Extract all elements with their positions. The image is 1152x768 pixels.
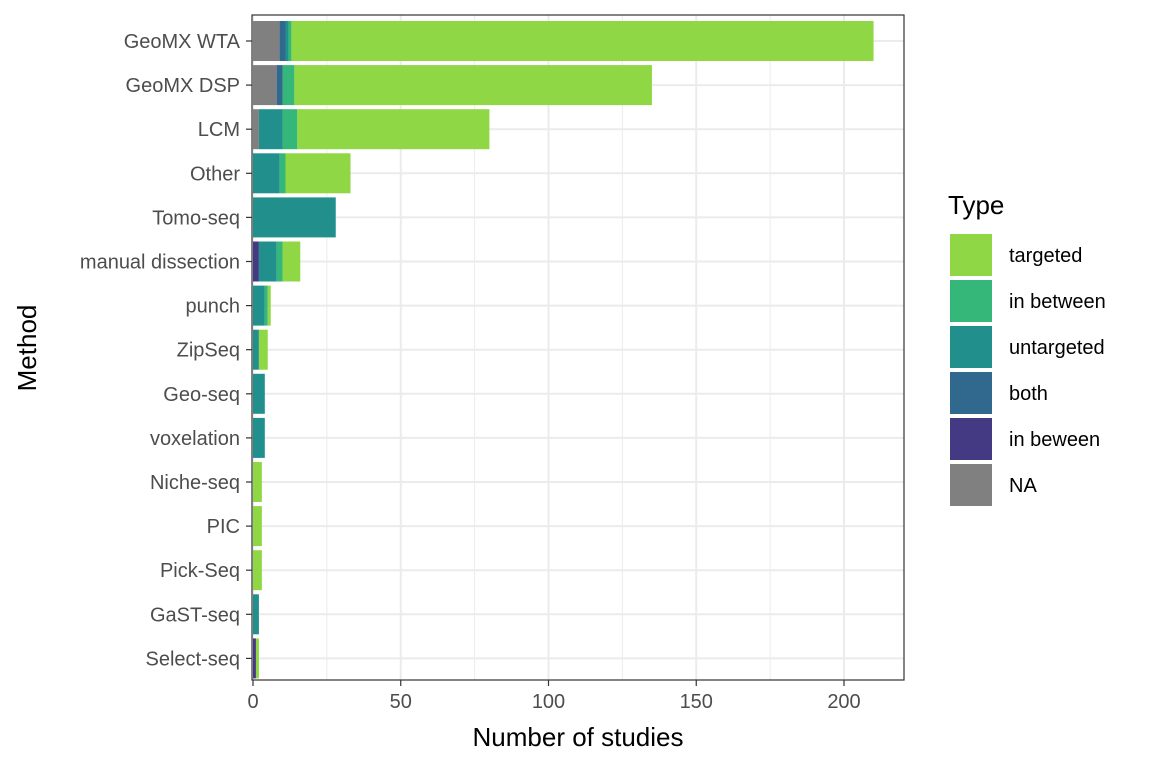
- bar-segment: [253, 285, 265, 326]
- legend-label: in between: [1009, 291, 1106, 313]
- y-tick-label: GeoMX DSP: [126, 75, 240, 97]
- bar-segment: [258, 241, 277, 282]
- bar-segment: [282, 109, 298, 150]
- y-tick-label: Geo-seq: [163, 384, 240, 406]
- bar-segment: [279, 21, 286, 61]
- bar-segment: [288, 21, 292, 61]
- legend-swatch: [950, 326, 992, 368]
- bar-segment: [297, 109, 490, 150]
- legend-swatch: [950, 418, 992, 460]
- legend-label: targeted: [1009, 245, 1082, 267]
- y-tick-label: Select-seq: [146, 648, 241, 670]
- legend-swatch: [950, 464, 992, 506]
- bar-segment: [253, 153, 280, 194]
- bar-segment: [253, 373, 265, 414]
- bar-segment: [291, 21, 874, 61]
- bar-segment: [258, 109, 283, 150]
- y-tick-label: Niche-seq: [150, 472, 240, 494]
- bar-segment: [294, 65, 652, 106]
- plot-border: [251, 14, 905, 681]
- y-tick-label: PIC: [207, 516, 240, 538]
- bar-segment: [253, 241, 259, 282]
- bar-segment: [276, 65, 283, 106]
- legend-label: both: [1009, 383, 1048, 405]
- x-tick-label: 100: [532, 691, 565, 713]
- panel-border: [251, 14, 905, 681]
- y-tick-label: manual dissection: [80, 252, 240, 274]
- x-tick-label: 0: [247, 691, 258, 713]
- y-tick-label: voxelation: [150, 428, 240, 450]
- y-tick-label: Other: [190, 163, 240, 185]
- bar-segment: [253, 506, 262, 547]
- bar-segment: [255, 638, 259, 679]
- bar-segment: [253, 550, 262, 591]
- bar-segment: [253, 462, 262, 502]
- bar-segment: [253, 21, 280, 61]
- x-tick-label: 50: [390, 691, 412, 713]
- bar-segment: [253, 594, 259, 635]
- x-axis: 0 50 100 150 200: [247, 680, 861, 713]
- bar-segment: [267, 285, 271, 326]
- legend-swatch: [950, 280, 992, 322]
- legend-label: untargeted: [1009, 337, 1105, 359]
- y-tick-label: ZipSeq: [177, 340, 240, 362]
- x-axis-title: Number of studies: [473, 722, 684, 752]
- x-tick-label: 200: [827, 691, 860, 713]
- bar-segment: [285, 21, 289, 61]
- legend-swatch: [950, 234, 992, 276]
- bar-segment: [253, 65, 277, 106]
- bar-segment: [253, 417, 265, 458]
- bar-segment: [253, 329, 259, 370]
- y-axis: GeoMX WTA GeoMX DSP LCM Other Tomo-seq manual…: [80, 31, 252, 670]
- y-tick-label: LCM: [198, 119, 240, 141]
- bar-segment: [264, 285, 268, 326]
- legend: Type targeted in between untargeted both in …: [948, 190, 1106, 506]
- x-tick-label: 150: [680, 691, 713, 713]
- y-tick-label: Tomo-seq: [152, 207, 240, 229]
- bar-segment: [282, 65, 295, 106]
- bar-segment: [253, 197, 336, 238]
- legend-swatch: [950, 372, 992, 414]
- legend-title: Type: [948, 190, 1004, 220]
- legend-label: in beween: [1009, 429, 1100, 451]
- y-tick-label: GeoMX WTA: [124, 31, 241, 53]
- bar-segment: [276, 241, 283, 282]
- y-axis-title: Method: [12, 305, 42, 392]
- y-tick-label: GaST-seq: [150, 604, 240, 626]
- bar-segment: [285, 153, 351, 194]
- bars: [253, 21, 874, 679]
- y-tick-label: punch: [186, 296, 241, 318]
- bar-segment: [253, 109, 259, 150]
- bar-segment: [253, 638, 256, 679]
- bar-segment: [258, 329, 268, 370]
- legend-label: NA: [1009, 475, 1037, 497]
- bar-segment: [279, 153, 286, 194]
- y-tick-label: Pick-Seq: [160, 560, 240, 582]
- bar-segment: [282, 241, 301, 282]
